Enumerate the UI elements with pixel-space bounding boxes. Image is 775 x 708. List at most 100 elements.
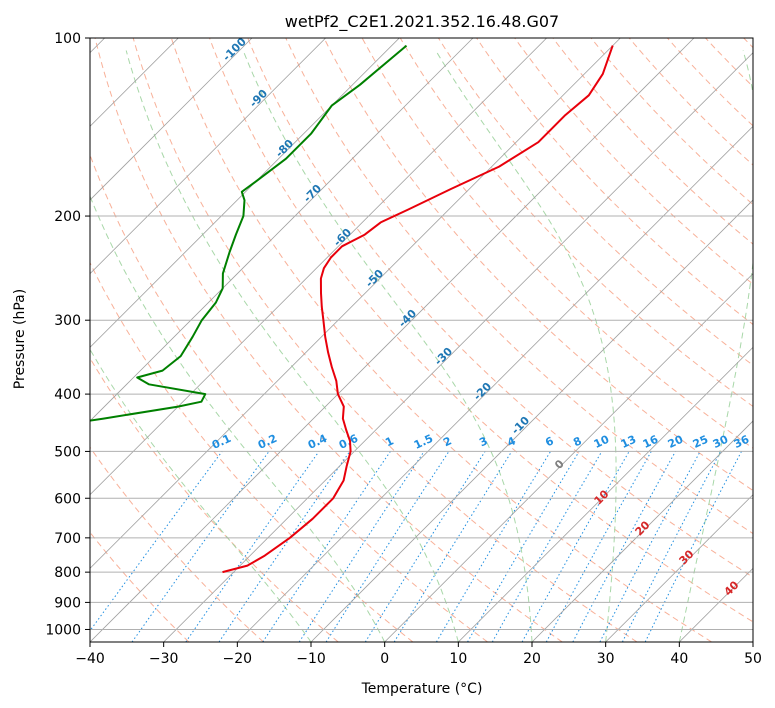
dry-adiabat-line [247, 38, 753, 578]
mixing-ratio-line [599, 451, 701, 642]
dry-adiabat-label: 10 [592, 487, 612, 507]
temperature-profile-line [222, 45, 614, 574]
x-tick-label: 20 [523, 651, 541, 667]
dry-adiabat-line [90, 261, 414, 642]
dry-adiabat-line [399, 38, 753, 408]
isotherm-label: -30 [432, 345, 455, 368]
y-tick-label: 900 [54, 595, 81, 611]
y-tick-label: 500 [54, 444, 81, 460]
chart-title: wetPf2_C2E1.2021.352.16.48.G07 [285, 12, 559, 32]
mixing-ratio-label: 0.1 [210, 432, 233, 452]
y-tick-label: 300 [54, 313, 81, 329]
x-axis: −40 −30 −20 −10 0 10 20 30 40 50 [75, 642, 762, 667]
profile-lines [90, 44, 614, 574]
isotherm-line [237, 125, 753, 642]
mixing-ratio-line [262, 451, 391, 642]
mixing-ratio-line [572, 451, 676, 642]
y-tick-label: 200 [54, 209, 81, 225]
mixing-ratio-line [491, 451, 603, 642]
x-tick-label: −40 [75, 651, 105, 667]
pressure-grid [90, 38, 753, 630]
x-tick-label: −20 [223, 651, 253, 667]
dry-adiabat-line [628, 38, 753, 166]
mixing-ratio-label: 0.4 [306, 432, 329, 452]
isotherm-line [90, 38, 474, 422]
isotherm-line [90, 38, 695, 642]
isotherm-line [90, 38, 253, 201]
mixing-ratio-label: 13 [619, 433, 638, 451]
dry-adiabat-line [285, 38, 753, 535]
x-tick-label: 30 [597, 651, 615, 667]
mixing-ratio-label: 3 [477, 434, 489, 449]
mixing-ratio-line [218, 451, 351, 642]
dry-adiabat-line [209, 38, 753, 623]
y-tick-label: 600 [54, 491, 81, 507]
dry-adiabat-line [552, 38, 753, 245]
moist-adiabat-line [90, 348, 312, 642]
dry-adiabat-line [90, 446, 264, 642]
y-tick-label: 1000 [45, 622, 81, 638]
x-axis-title: Temperature (°C) [361, 681, 483, 697]
dry-adiabat-line [94, 38, 563, 642]
moist-adiabat-line [90, 194, 386, 642]
isotherm-line [752, 641, 753, 642]
mixing-ratio-label: 0.2 [256, 432, 279, 452]
mixing-ratio-label: 36 [732, 433, 752, 451]
y-axis: 100 200 300 400 500 600 700 800 900 1000 [45, 31, 90, 638]
y-axis-title: Pressure (hPa) [12, 289, 28, 389]
mixing-ratio-label: 30 [711, 433, 731, 451]
isotherm-line [163, 52, 753, 642]
y-tick-label: 800 [54, 565, 81, 581]
moist-adiabat-line [242, 50, 533, 642]
isotherm-label: -70 [301, 182, 324, 205]
dry-adiabat-label: 30 [677, 547, 697, 567]
x-tick-label: −30 [149, 651, 179, 667]
isotherm-line [90, 38, 326, 275]
y-tick-label: 100 [54, 31, 81, 47]
dry-adiabat-line [705, 38, 753, 88]
isotherm-label: -80 [273, 137, 296, 160]
dry-adiabat-line [170, 38, 712, 642]
isotherm-label: -40 [396, 307, 419, 330]
isotherm-line [531, 420, 753, 642]
dry-adiabat-line [437, 38, 753, 366]
isotherm-line [310, 199, 753, 642]
mixing-ratio-label: 2 [441, 434, 453, 449]
x-tick-label: 10 [449, 651, 467, 667]
dry-adiabat-line [90, 531, 190, 642]
mixing-ratio-label: 25 [691, 433, 710, 451]
isotherm-label: -90 [247, 87, 270, 110]
mixing-ratio-line [467, 451, 580, 642]
plot-frame [89, 37, 754, 643]
dry-adiabat-line [514, 38, 753, 285]
mixing-ratio-label: 8 [571, 434, 583, 449]
isotherm-line [679, 567, 753, 642]
isotherm-label: -20 [471, 380, 494, 403]
mixing-ratio-line [90, 451, 223, 632]
mixing-ratio-line [393, 451, 513, 642]
mixing-ratio-line [298, 451, 425, 642]
moist-adiabat-line [678, 50, 753, 642]
dry-adiabat-label: 40 [722, 578, 742, 598]
wetbulb-label: 0 [552, 457, 567, 472]
y-tick-label: 700 [54, 531, 81, 547]
mixing-ratio-label: 10 [592, 433, 612, 451]
isotherm-line [458, 346, 753, 642]
dry-adiabat-line [743, 38, 753, 49]
dry-adiabat-line [590, 38, 753, 206]
x-tick-label: 50 [744, 651, 762, 667]
y-tick-label: 400 [54, 387, 81, 403]
dry-adiabat-label: 20 [633, 518, 653, 538]
mixing-ratio-label: 1 [383, 434, 395, 449]
mixing-ratio-line [325, 451, 450, 642]
mixing-ratio-label: 20 [666, 433, 686, 451]
dry-adiabat-line [476, 38, 753, 326]
mixing-ratio-line [644, 451, 742, 642]
mixing-ratio-line [545, 451, 652, 642]
isotherm-line [90, 38, 400, 348]
isotherm-line [605, 494, 753, 642]
x-tick-label: 40 [670, 651, 688, 667]
mixing-ratio-line [364, 451, 486, 642]
mixing-ratio-label: 16 [641, 433, 661, 451]
moist-adiabat-line [125, 50, 459, 642]
